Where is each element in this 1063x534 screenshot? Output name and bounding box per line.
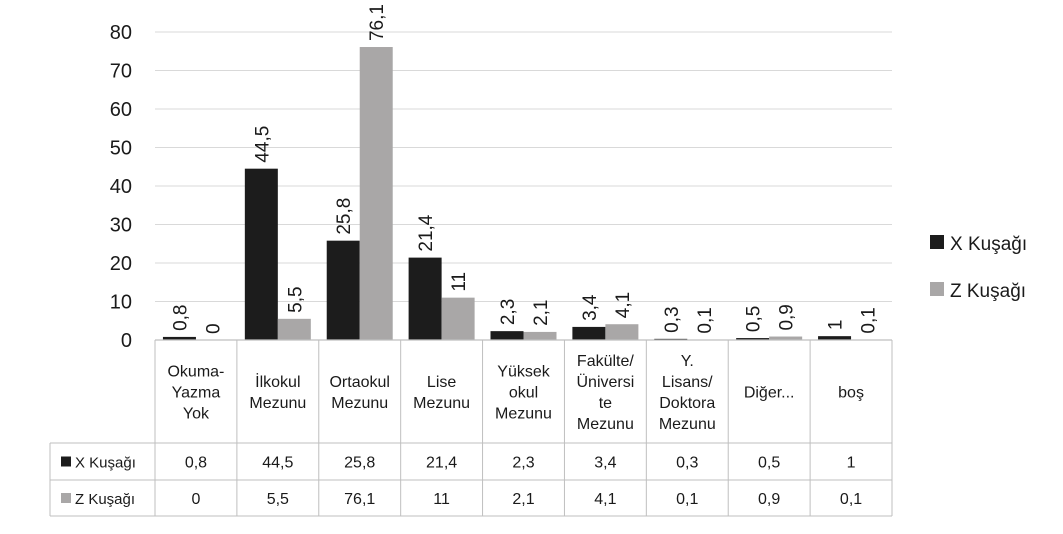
x-tick-label: Mezunu <box>249 395 306 412</box>
bar <box>605 324 638 340</box>
x-tick-label: Lise <box>427 374 456 391</box>
x-tick-label: Yok <box>183 406 210 423</box>
x-tick-label: te <box>599 395 612 412</box>
bar <box>491 331 524 340</box>
x-tick-label: Lisans/ <box>662 374 713 391</box>
table-cell: 4,1 <box>594 491 616 508</box>
y-tick-label: 10 <box>110 292 132 314</box>
legend-key <box>930 235 944 249</box>
x-tick-label: İlkokul <box>255 372 300 391</box>
bar <box>409 258 442 340</box>
table-cell: 0,3 <box>676 455 698 472</box>
y-tick-label: 40 <box>110 176 132 198</box>
data-label: 2,3 <box>498 299 519 325</box>
x-tick-label: Üniversi <box>576 373 634 391</box>
table-legend-key <box>61 457 71 467</box>
bar <box>360 47 393 340</box>
bar <box>327 241 360 340</box>
table-cell: 0,5 <box>758 455 780 472</box>
legend-key <box>930 282 944 296</box>
data-label: 0,9 <box>777 304 798 330</box>
table-cell: 0,1 <box>676 491 698 508</box>
table-cell: 44,5 <box>262 455 293 472</box>
x-tick-label: Yüksek <box>497 364 550 381</box>
x-tick-label: boş <box>838 385 864 402</box>
table-cell: 0 <box>191 491 200 508</box>
bar <box>572 327 605 340</box>
data-label: 76,1 <box>367 4 388 41</box>
x-tick-label: Fakülte/ <box>577 353 634 370</box>
x-tick-label: Mezunu <box>413 395 470 412</box>
x-tick-label: Mezunu <box>495 406 552 423</box>
x-tick-label: Y. <box>681 353 694 370</box>
table-cell: 21,4 <box>426 455 457 472</box>
x-tick-label: Mezunu <box>659 416 716 433</box>
y-tick-label: 60 <box>110 99 132 121</box>
data-label: 3,4 <box>580 294 601 321</box>
x-tick-label: Doktora <box>659 395 715 412</box>
x-tick-label: Ortaokul <box>329 374 389 391</box>
table-series-label: Z Kuşağı <box>75 491 135 508</box>
bar <box>245 169 278 340</box>
table-cell: 0,8 <box>185 455 207 472</box>
table-cell: 0,9 <box>758 491 780 508</box>
data-label: 0 <box>203 323 224 334</box>
table-cell: 76,1 <box>344 491 375 508</box>
legend-label: Z Kuşağı <box>950 281 1026 302</box>
x-tick-label: Diğer... <box>744 385 795 402</box>
table-cell: 1 <box>847 455 856 472</box>
x-tick-label: Mezunu <box>331 395 388 412</box>
data-label: 21,4 <box>416 214 437 251</box>
data-label: 0,5 <box>744 306 765 332</box>
table-cell: 2,1 <box>512 491 534 508</box>
x-tick-label: okul <box>509 385 538 402</box>
data-label: 2,1 <box>531 299 552 325</box>
table-series-label: X Kuşağı <box>75 455 136 472</box>
data-label: 11 <box>449 272 470 292</box>
y-tick-label: 30 <box>110 215 132 237</box>
data-label: 0,1 <box>695 307 716 333</box>
data-label: 44,5 <box>252 126 273 163</box>
x-tick-label: Mezunu <box>577 416 634 433</box>
data-label: 4,1 <box>613 292 634 318</box>
y-tick-label: 70 <box>110 61 132 83</box>
data-label: 0,3 <box>662 306 683 332</box>
legend-label: X Kuşağı <box>950 234 1027 255</box>
y-tick-label: 20 <box>110 253 132 275</box>
data-label: 0,8 <box>170 304 191 330</box>
y-tick-label: 0 <box>121 330 132 352</box>
table-cell: 5,5 <box>267 491 289 508</box>
table-cell: 25,8 <box>344 455 375 472</box>
table-cell: 2,3 <box>512 455 534 472</box>
bar <box>278 319 311 340</box>
table-cell: 11 <box>433 491 450 508</box>
data-label: 1 <box>826 320 847 331</box>
data-label: 5,5 <box>285 286 306 312</box>
y-tick-label: 50 <box>110 138 132 160</box>
table-legend-key <box>61 493 71 503</box>
table-cell: 3,4 <box>594 455 616 472</box>
x-tick-label: Yazma <box>172 385 221 402</box>
data-label: 25,8 <box>334 198 355 235</box>
bar <box>442 298 475 340</box>
x-tick-label: Okuma- <box>167 364 224 381</box>
table-cell: 0,1 <box>840 491 862 508</box>
data-label: 0,1 <box>859 307 880 333</box>
y-tick-label: 80 <box>110 22 132 44</box>
bar <box>524 332 557 340</box>
